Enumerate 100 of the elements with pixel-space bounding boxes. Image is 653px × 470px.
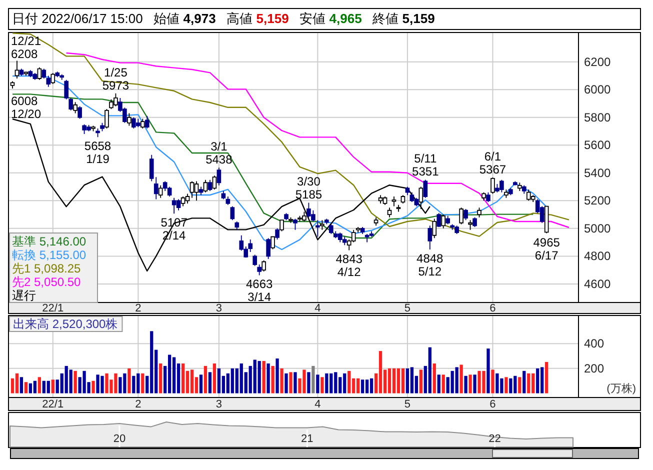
x-tick-label: 20 (113, 433, 126, 445)
bar (38, 377, 41, 394)
candlestick (208, 179, 212, 192)
bar (392, 368, 396, 394)
x-tick-label: 22 (488, 433, 501, 445)
bar (284, 373, 288, 394)
candlestick (288, 216, 293, 224)
annotation: 3/30 5185 (295, 174, 322, 202)
x-tick-label: 6 (490, 302, 496, 314)
bar (419, 370, 422, 394)
annotation: 3/1 5438 (206, 140, 233, 167)
candlestick (432, 218, 437, 239)
candlestick (410, 192, 414, 202)
candlestick (37, 66, 42, 80)
x-tick-label: 5 (404, 398, 411, 410)
bar (370, 378, 374, 394)
bar (312, 366, 315, 394)
candlestick (342, 236, 347, 246)
candlestick (127, 112, 132, 126)
bar (46, 380, 50, 394)
y-axis-title: (万株) (606, 382, 636, 395)
bar (74, 370, 77, 394)
annotation: 5/11 5351 (412, 152, 440, 179)
y-tick-label: 6000 (584, 82, 612, 97)
bar (316, 374, 320, 394)
candlestick (280, 220, 284, 232)
bar (401, 368, 405, 394)
bar (455, 367, 458, 394)
bar (473, 374, 476, 394)
candlestick (486, 192, 490, 202)
bar (276, 358, 279, 394)
candlestick (252, 254, 258, 266)
candlestick (14, 60, 20, 79)
bar (509, 378, 512, 394)
candlestick (504, 189, 508, 198)
candlestick (374, 216, 378, 226)
bar (365, 380, 369, 394)
candlestick (194, 180, 199, 202)
bar (536, 368, 540, 394)
bar (69, 370, 72, 394)
candlestick (518, 182, 522, 192)
candlestick (477, 207, 482, 218)
bar (33, 380, 36, 394)
candlestick (19, 68, 24, 76)
y-tick-label: 200 (584, 361, 604, 376)
candlestick (508, 188, 513, 196)
bar (307, 372, 310, 394)
candlestick (423, 179, 428, 198)
candlestick (212, 175, 217, 190)
candlestick (234, 221, 240, 230)
candlestick (446, 215, 450, 225)
bar (320, 377, 324, 394)
chart-title: 日付 2022/06/17 15:00 始値 4,973 高値 5,159 安値 4,965 終値 5,159 (12, 11, 435, 26)
annotation: 4843 4/12 (336, 252, 363, 280)
bar (460, 364, 463, 394)
x-tick-label: 3 (216, 302, 222, 314)
bar (410, 367, 414, 394)
y-tick-label: 4600 (584, 276, 612, 291)
bar (172, 357, 176, 394)
x-tick-label: 22/1 (42, 302, 64, 314)
text: 転換 5,155.00 (12, 248, 86, 262)
bar (486, 348, 490, 394)
candlestick (32, 72, 38, 80)
bar (266, 363, 270, 394)
bar (24, 382, 28, 394)
candlestick (28, 70, 33, 78)
candlestick (396, 204, 401, 212)
y-tick-label: 400 (584, 336, 604, 351)
bar (271, 366, 274, 394)
y-tick-label: 5000 (584, 221, 612, 236)
bar (128, 368, 131, 394)
candlestick (266, 238, 270, 260)
candlestick (144, 116, 150, 129)
text: 基準 5,146.00 (12, 234, 86, 248)
candlestick (387, 207, 392, 218)
candlestick (418, 186, 424, 210)
candlestick (392, 196, 396, 207)
bar (217, 368, 221, 394)
candlestick (275, 228, 280, 240)
x-tick-label: 22/1 (42, 398, 64, 410)
bar (258, 360, 261, 394)
candlestick (405, 186, 410, 196)
bar (378, 351, 382, 394)
y-tick-label: 5200 (584, 194, 612, 208)
candlestick (226, 196, 230, 206)
candlestick (464, 208, 468, 221)
candlestick (216, 167, 222, 186)
line-series (66, 52, 570, 228)
candlestick (140, 118, 145, 129)
bar (262, 360, 266, 394)
bar (545, 362, 548, 394)
candlestick (472, 216, 477, 228)
candlestick (203, 179, 208, 193)
bar (51, 380, 54, 394)
y-tick-label: 6200 (584, 54, 612, 69)
candlestick (324, 218, 329, 225)
text: 遅行 (12, 288, 36, 302)
text: 先1 5,098.25 (12, 261, 82, 276)
bar (406, 368, 410, 394)
candlestick (513, 180, 518, 186)
